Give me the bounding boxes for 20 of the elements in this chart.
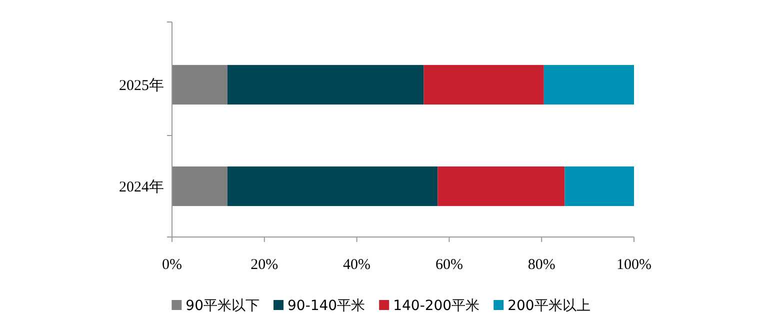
legend-label: 90平米以下 — [186, 298, 260, 314]
bar — [564, 166, 634, 206]
x-tick-label: 80% — [528, 257, 556, 273]
legend-label: 140-200平米 — [393, 298, 480, 314]
x-tick-label: 20% — [250, 257, 278, 273]
bar — [172, 64, 228, 105]
bar — [227, 64, 424, 105]
bar — [544, 64, 634, 105]
bar — [172, 166, 228, 206]
y-tick-label: 2024年 — [119, 178, 164, 196]
x-tick-label: 0% — [162, 257, 182, 273]
legend-label: 200平米以上 — [508, 298, 590, 314]
bar — [424, 64, 544, 105]
x-tick-label: 100% — [616, 257, 652, 273]
x-tick-label: 60% — [435, 257, 463, 273]
y-tick-label: 2025年 — [119, 76, 164, 94]
legend-label: 90-140平米 — [288, 298, 366, 314]
bar — [438, 166, 565, 206]
x-tick-label: 40% — [343, 257, 371, 273]
bar — [227, 166, 438, 206]
